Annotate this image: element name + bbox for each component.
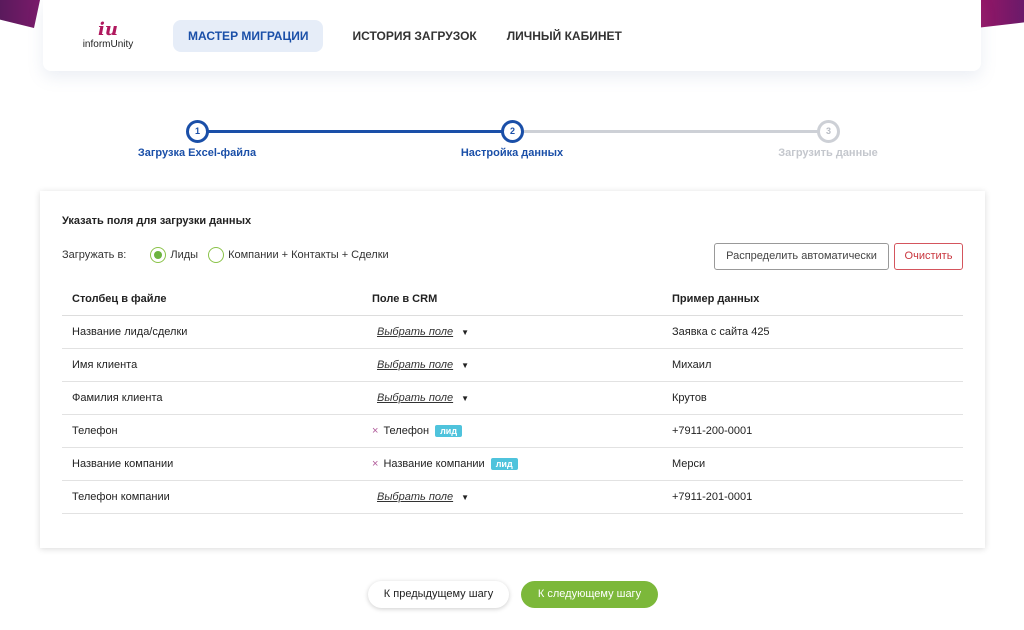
next-step-button[interactable]: К следующему шагу	[521, 581, 658, 608]
mapping-table: Столбец в файле Поле в CRM Пример данных…	[62, 284, 963, 514]
cell-column: Телефон компании	[62, 480, 362, 514]
cell-column: Имя клиента	[62, 348, 362, 382]
remove-icon[interactable]: ×	[372, 457, 379, 470]
select-field-link[interactable]: Выбрать поле	[377, 490, 454, 503]
radio-leads[interactable]	[150, 247, 167, 263]
step-3-circle: 3	[817, 120, 840, 143]
header-example: Пример данных	[662, 284, 963, 316]
caret-down-icon[interactable]: ▼	[461, 393, 470, 403]
field-select[interactable]: Выбрать поле ▼	[362, 381, 662, 415]
caret-down-icon[interactable]: ▼	[461, 492, 470, 502]
cell-example: Крутов	[662, 381, 963, 415]
step-1-circle: 1	[186, 120, 209, 143]
entity-badge: лид	[435, 424, 463, 437]
table-row: Фамилия клиента Выбрать поле ▼ Крутов	[62, 381, 963, 415]
auto-distribute-button[interactable]: Распределить автоматически	[714, 243, 889, 270]
radio-leads-label[interactable]: Лиды	[170, 249, 199, 261]
table-row: Название компании × Название компании лид …	[62, 447, 963, 481]
mapped-field-label: Телефон	[383, 424, 430, 437]
step-1-label: Загрузка Excel-файла	[137, 147, 257, 159]
select-field-link[interactable]: Выбрать поле	[377, 325, 454, 338]
logo-mark: iu	[98, 19, 118, 40]
step-2-circle: 2	[501, 120, 524, 143]
decor-corner-right	[976, 0, 1024, 28]
cell-example: +7911-201-0001	[662, 480, 963, 514]
decor-corner-left	[0, 0, 40, 28]
table-row: Название лида/сделки Выбрать поле ▼ Заявк…	[62, 315, 963, 349]
radio-companies[interactable]	[208, 247, 225, 263]
step-line-pending	[522, 130, 818, 133]
cell-column: Название компании	[62, 447, 362, 481]
cell-column: Фамилия клиента	[62, 381, 362, 415]
entity-badge: лид	[490, 457, 518, 470]
cell-example: Заявка с сайта 425	[662, 315, 963, 349]
load-target: Загружать в: Лиды Компании + Контакты + …	[62, 247, 389, 263]
mapped-field: × Название компании лид	[362, 447, 662, 481]
caret-down-icon[interactable]: ▼	[461, 360, 470, 370]
field-mapping-card: Указать поля для загрузки данных Загружа…	[40, 191, 985, 548]
cell-column: Название лида/сделки	[62, 315, 362, 349]
select-field-link[interactable]: Выбрать поле	[377, 358, 454, 371]
load-label: Загружать в:	[62, 249, 127, 261]
nav-upload-history[interactable]: ИСТОРИЯ ЗАГРУЗОК	[352, 28, 477, 43]
mapped-field: × Телефон лид	[362, 414, 662, 448]
clear-button[interactable]: Очистить	[894, 243, 963, 270]
header: iu informUnity МАСТЕР МИГРАЦИИ ИСТОРИЯ З…	[43, 0, 981, 71]
cell-example: Мерси	[662, 447, 963, 481]
logo[interactable]: iu informUnity	[43, 19, 173, 51]
logo-text: informUnity	[82, 39, 134, 50]
caret-down-icon[interactable]: ▼	[461, 327, 470, 337]
mapped-field-label: Название компании	[383, 457, 485, 470]
step-2-label: Настройка данных	[460, 147, 564, 159]
header-crm-field: Поле в CRM	[362, 284, 662, 316]
remove-icon[interactable]: ×	[372, 424, 379, 437]
cell-example: +7911-200-0001	[662, 414, 963, 448]
nav-migration-wizard[interactable]: МАСТЕР МИГРАЦИИ	[173, 19, 324, 52]
card-title: Указать поля для загрузки данных	[62, 215, 252, 227]
cell-example: Михаил	[662, 348, 963, 382]
table-row: Телефон × Телефон лид +7911-200-0001	[62, 414, 963, 448]
step-3-label: Загрузить данные	[778, 147, 878, 159]
field-select[interactable]: Выбрать поле ▼	[362, 480, 662, 514]
header-column: Столбец в файле	[62, 284, 362, 316]
main-nav: МАСТЕР МИГРАЦИИ ИСТОРИЯ ЗАГРУЗОК ЛИЧНЫЙ …	[173, 19, 637, 52]
table-row: Имя клиента Выбрать поле ▼ Михаил	[62, 348, 963, 382]
nav-account[interactable]: ЛИЧНЫЙ КАБИНЕТ	[506, 28, 622, 43]
previous-step-button[interactable]: К предыдущему шагу	[368, 581, 509, 608]
step-line-done	[208, 130, 502, 133]
stepper: 1 2 3 Загрузка Excel-файла Настройка дан…	[0, 120, 1024, 170]
select-field-link[interactable]: Выбрать поле	[377, 391, 454, 404]
table-row: Телефон компании Выбрать поле ▼ +7911-201…	[62, 480, 963, 514]
field-select[interactable]: Выбрать поле ▼	[362, 348, 662, 382]
radio-companies-label[interactable]: Компании + Контакты + Сделки	[228, 249, 389, 261]
cell-column: Телефон	[62, 414, 362, 448]
field-select[interactable]: Выбрать поле ▼	[362, 315, 662, 349]
